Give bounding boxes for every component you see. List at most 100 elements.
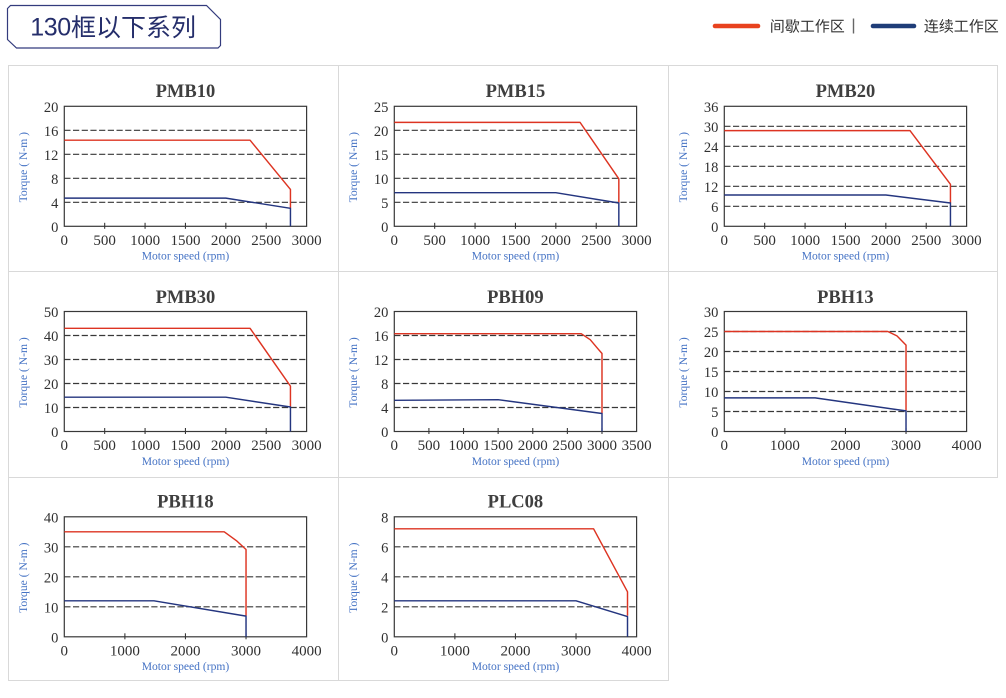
svg-text:PMB10: PMB10: [156, 82, 216, 102]
svg-text:0: 0: [391, 233, 399, 249]
svg-text:5: 5: [381, 196, 388, 212]
svg-text:Motor speed (rpm): Motor speed (rpm): [142, 660, 230, 673]
svg-text:20: 20: [704, 345, 719, 361]
svg-text:30: 30: [44, 353, 59, 369]
svg-text:12: 12: [44, 148, 59, 164]
svg-text:20: 20: [44, 377, 59, 393]
svg-text:2000: 2000: [170, 643, 200, 659]
svg-text:0: 0: [721, 438, 729, 454]
svg-text:Torque ( N-m ): Torque ( N-m ): [17, 337, 30, 407]
svg-text:4000: 4000: [952, 438, 982, 454]
svg-text:500: 500: [423, 233, 446, 249]
svg-text:0: 0: [721, 233, 729, 249]
svg-text:PMB20: PMB20: [816, 82, 876, 102]
svg-text:2000: 2000: [500, 643, 530, 659]
svg-text:PBH18: PBH18: [157, 493, 214, 513]
svg-text:1500: 1500: [483, 438, 513, 454]
svg-text:2000: 2000: [518, 438, 548, 454]
svg-text:0: 0: [381, 630, 388, 646]
svg-text:10: 10: [374, 172, 389, 188]
svg-text:500: 500: [753, 233, 776, 249]
svg-text:40: 40: [44, 329, 59, 345]
svg-text:Motor speed (rpm): Motor speed (rpm): [142, 455, 230, 468]
svg-text:2000: 2000: [830, 438, 860, 454]
svg-text:30: 30: [704, 120, 719, 136]
svg-text:0: 0: [711, 425, 718, 441]
svg-text:4000: 4000: [292, 643, 322, 659]
svg-text:10: 10: [704, 385, 719, 401]
svg-text:0: 0: [51, 630, 58, 646]
svg-text:20: 20: [374, 124, 389, 140]
svg-text:Motor speed (rpm): Motor speed (rpm): [472, 455, 560, 468]
svg-text:4: 4: [381, 401, 389, 417]
svg-text:8: 8: [381, 510, 388, 526]
svg-text:500: 500: [418, 438, 441, 454]
svg-text:25: 25: [374, 100, 389, 116]
svg-text:0: 0: [381, 425, 388, 441]
svg-text:3000: 3000: [292, 438, 322, 454]
svg-text:3000: 3000: [561, 643, 591, 659]
svg-text:1000: 1000: [110, 643, 140, 659]
svg-text:PLC08: PLC08: [488, 493, 544, 513]
svg-text:Torque ( N-m ): Torque ( N-m ): [347, 337, 360, 407]
svg-text:2500: 2500: [251, 438, 281, 454]
svg-text:1000: 1000: [449, 438, 479, 454]
svg-text:0: 0: [51, 425, 58, 441]
svg-text:16: 16: [44, 124, 59, 140]
svg-text:8: 8: [51, 172, 58, 188]
svg-text:PMB30: PMB30: [156, 288, 216, 308]
svg-text:2000: 2000: [871, 233, 901, 249]
svg-text:15: 15: [704, 365, 719, 381]
svg-text:130: 130: [30, 14, 71, 42]
svg-text:24: 24: [704, 140, 719, 156]
svg-text:Torque ( N-m ): Torque ( N-m ): [17, 542, 30, 612]
svg-text:15: 15: [374, 148, 389, 164]
svg-text:3000: 3000: [587, 438, 617, 454]
svg-text:1000: 1000: [130, 233, 160, 249]
svg-text:3000: 3000: [622, 233, 652, 249]
svg-text:2500: 2500: [552, 438, 582, 454]
svg-text:Torque ( N-m ): Torque ( N-m ): [677, 337, 690, 407]
svg-text:4000: 4000: [622, 643, 652, 659]
svg-text:3000: 3000: [231, 643, 261, 659]
svg-text:Torque ( N-m ): Torque ( N-m ): [347, 542, 360, 612]
svg-text:20: 20: [374, 305, 389, 321]
svg-text:3000: 3000: [952, 233, 982, 249]
svg-text:Motor speed (rpm): Motor speed (rpm): [802, 455, 890, 468]
svg-text:4: 4: [51, 196, 59, 212]
svg-text:0: 0: [61, 643, 69, 659]
svg-text:10: 10: [44, 401, 59, 417]
svg-text:2500: 2500: [581, 233, 611, 249]
svg-text:50: 50: [44, 305, 59, 321]
svg-text:PMB15: PMB15: [486, 82, 546, 102]
svg-text:Torque ( N-m ): Torque ( N-m ): [17, 132, 30, 202]
svg-text:1500: 1500: [830, 233, 860, 249]
svg-text:40: 40: [44, 510, 59, 526]
svg-text:0: 0: [391, 438, 399, 454]
svg-text:0: 0: [51, 220, 58, 236]
svg-text:2: 2: [381, 600, 388, 616]
svg-text:0: 0: [711, 220, 718, 236]
svg-text:12: 12: [704, 180, 719, 196]
svg-text:1500: 1500: [170, 438, 200, 454]
svg-text:8: 8: [381, 377, 388, 393]
svg-text:20: 20: [44, 570, 59, 586]
svg-text:2500: 2500: [251, 233, 281, 249]
svg-text:1000: 1000: [790, 233, 820, 249]
svg-text:0: 0: [391, 643, 399, 659]
svg-text:2000: 2000: [541, 233, 571, 249]
svg-text:1500: 1500: [170, 233, 200, 249]
svg-text:4: 4: [381, 570, 389, 586]
svg-text:500: 500: [93, 438, 116, 454]
svg-text:2500: 2500: [911, 233, 941, 249]
svg-text:PBH09: PBH09: [487, 288, 544, 308]
svg-text:0: 0: [61, 438, 69, 454]
svg-text:2000: 2000: [211, 233, 241, 249]
svg-text:30: 30: [44, 540, 59, 556]
svg-text:3000: 3000: [292, 233, 322, 249]
svg-text:0: 0: [381, 220, 388, 236]
svg-text:6: 6: [381, 540, 388, 556]
svg-text:Motor speed (rpm): Motor speed (rpm): [472, 250, 560, 263]
svg-text:Torque ( N-m ): Torque ( N-m ): [677, 132, 690, 202]
svg-text:36: 36: [704, 100, 719, 116]
